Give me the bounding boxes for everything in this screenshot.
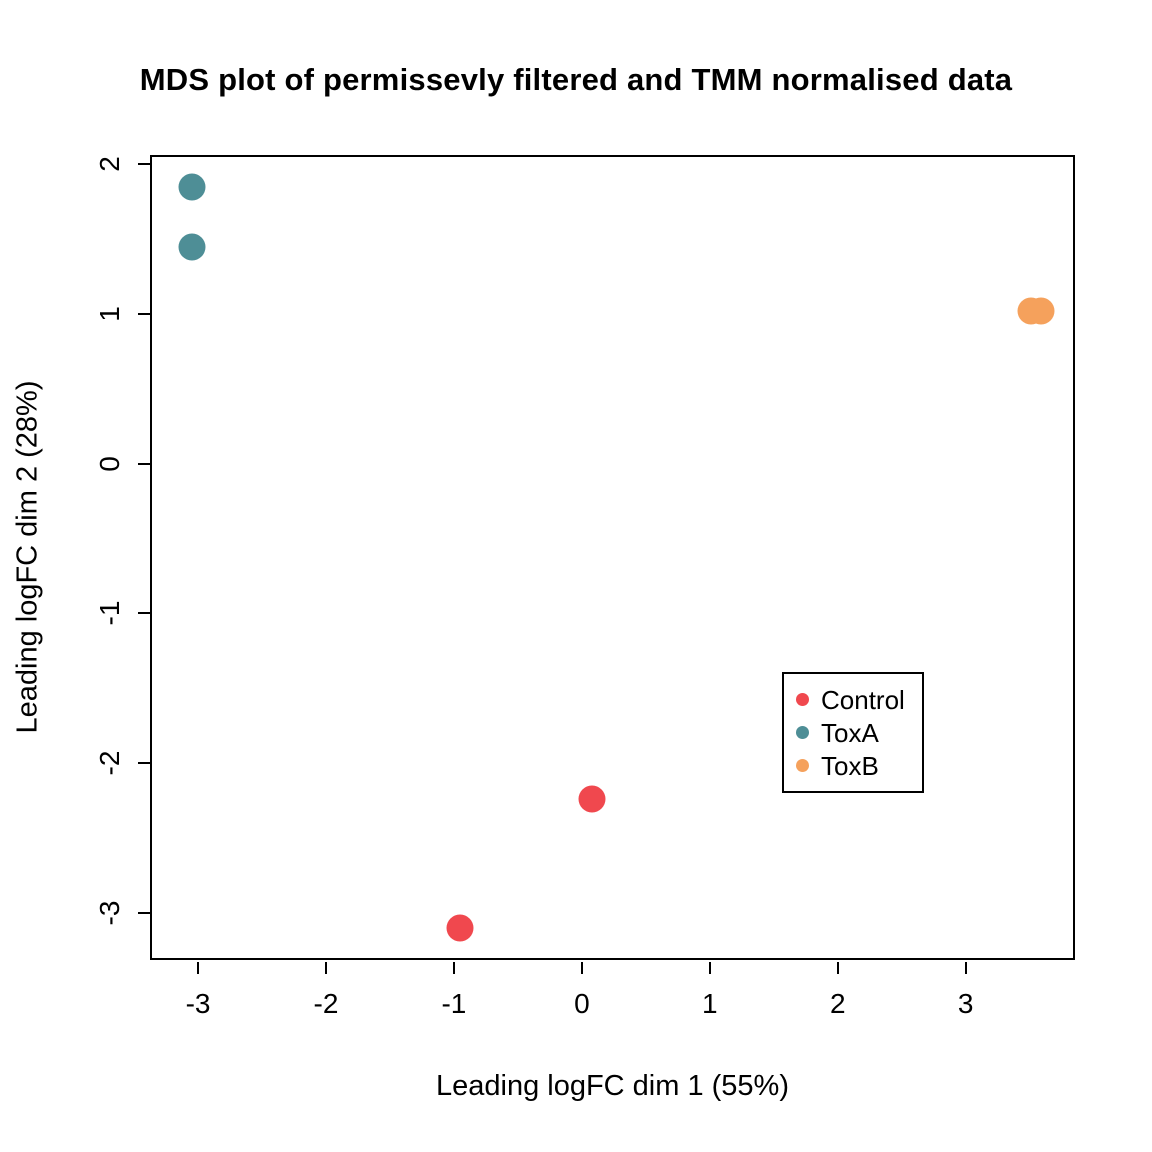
y-axis-tick-label: 2 (94, 156, 125, 173)
x-axis-tick-label: 0 (574, 988, 590, 1019)
y-axis-tick (138, 163, 150, 166)
x-axis-tick-label: -2 (313, 988, 339, 1019)
legend-dot-icon (796, 759, 809, 772)
x-axis-tick-label: 3 (957, 988, 974, 1019)
x-axis-tick-label: 1 (702, 988, 718, 1019)
legend-dot-icon (796, 693, 809, 706)
legend-item-label: Control (821, 684, 905, 715)
y-axis-tick (138, 761, 150, 764)
y-axis-tick (138, 612, 150, 615)
x-axis-tick-label: 2 (829, 988, 846, 1019)
y-axis-tick-label: -1 (94, 600, 125, 626)
y-axis-tick-label: 0 (94, 455, 125, 472)
data-point-toxa (178, 233, 206, 261)
x-axis-tick (452, 962, 455, 974)
y-axis-tick-label: -2 (94, 750, 125, 776)
legend-item-toxb: ToxB (796, 749, 910, 782)
y-axis-tick (138, 462, 150, 465)
data-point-toxa (178, 173, 206, 201)
x-axis-tick (197, 962, 200, 974)
x-axis-tick (964, 962, 967, 974)
y-axis-tick-label: 1 (94, 306, 125, 322)
x-axis-tick (324, 962, 327, 974)
plot-area: -3 -2 -1 0 1 2 3 2 1 0 -1 -2 -3 (94, 155, 1075, 1019)
x-axis-tick-label: -3 (185, 988, 211, 1019)
data-point-control (446, 914, 474, 942)
legend-item-label: ToxB (821, 750, 879, 781)
y-axis-label: Leading logFC dim 2 (28%) (11, 380, 44, 734)
chart-title: MDS plot of permissevly filtered and TMM… (139, 62, 1013, 97)
legend-dot-icon (796, 726, 809, 739)
legend-item-label: ToxA (821, 717, 879, 748)
x-axis-tick (580, 962, 583, 974)
x-axis-label: Leading logFC dim 1 (55%) (435, 1070, 789, 1102)
legend: Control ToxA ToxB (782, 672, 924, 793)
data-point-control (578, 785, 606, 813)
x-axis-tick (836, 962, 839, 974)
y-axis-tick (138, 313, 150, 316)
x-axis-tick (708, 962, 711, 974)
x-axis-tick-label: -1 (441, 988, 467, 1019)
y-axis-tick-label: -3 (94, 900, 125, 926)
data-point-toxb (1027, 297, 1055, 325)
legend-item-toxa: ToxA (796, 716, 910, 749)
y-axis-tick (138, 911, 150, 914)
legend-item-control: Control (796, 683, 910, 716)
